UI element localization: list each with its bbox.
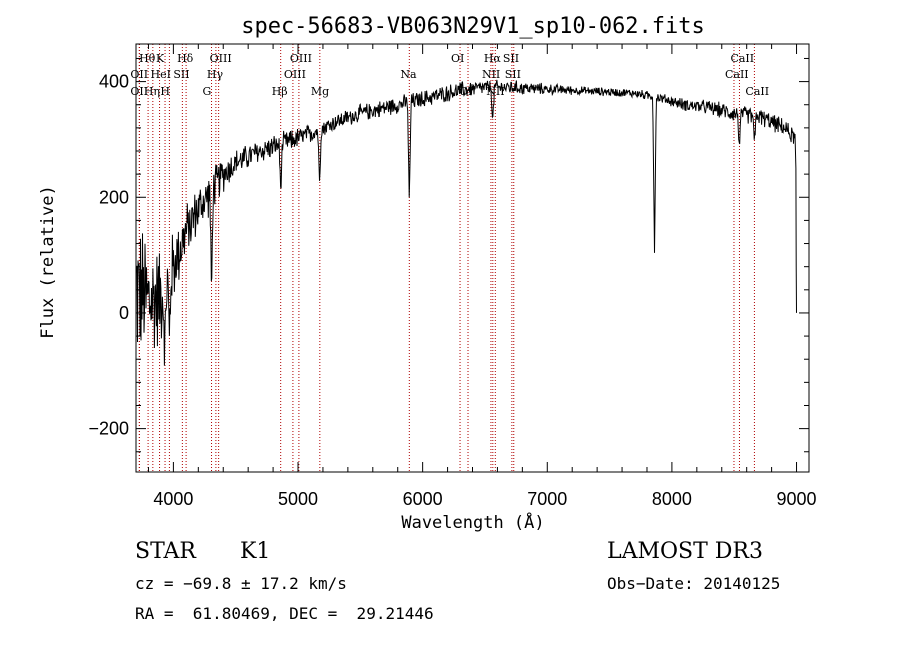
line-label: SII — [505, 68, 521, 81]
line-label: OIII — [290, 52, 312, 65]
coordinates: RA = 61.80469, DEC = 29.21446 — [135, 604, 434, 623]
object-subclass: K1 — [240, 539, 271, 564]
line-label: SII — [503, 52, 519, 65]
line-label: OII — [130, 85, 148, 98]
line-label: H — [160, 85, 170, 98]
x-tick-label: 7000 — [527, 489, 567, 509]
x-tick-label: 5000 — [278, 489, 318, 509]
line-label: OI — [451, 52, 464, 65]
line-label: OIII — [210, 52, 232, 65]
line-label: Hδ — [177, 52, 194, 65]
axis-ticks — [136, 44, 809, 472]
line-label: G — [203, 85, 212, 98]
redshift-text: cz = −69.8 ± 17.2 km/s — [135, 574, 347, 593]
line-label: NII — [482, 68, 500, 81]
line-label: Hη — [144, 85, 160, 98]
chart-title: spec-56683-VB063N29V1_sp10-062.fits — [241, 14, 705, 39]
y-tick-label: 0 — [119, 303, 129, 323]
x-axis-label: Wavelength (Å) — [401, 511, 544, 533]
x-tick-label: 6000 — [403, 489, 443, 509]
line-label: Hθ — [139, 52, 156, 65]
obs-date: Obs−Date: 20140125 — [607, 574, 781, 593]
x-tick-label: 4000 — [153, 489, 193, 509]
x-tick-label: 9000 — [777, 489, 817, 509]
x-tick-label: 8000 — [652, 489, 692, 509]
object-type: STAR — [135, 539, 196, 564]
line-label: Hα — [484, 52, 502, 65]
line-label: K — [156, 52, 165, 65]
line-label: CaII — [745, 85, 769, 98]
survey-name: LAMOST DR3 — [607, 539, 763, 564]
y-tick-label: 200 — [99, 187, 129, 207]
line-label: Hβ — [272, 85, 288, 98]
spectrum-line — [135, 79, 797, 366]
y-tick-label: 400 — [99, 72, 129, 92]
y-axis-label: Flux (relative) — [38, 185, 58, 339]
spectral-line-markers — [138, 44, 755, 472]
plot-frame — [135, 43, 810, 473]
line-label: CaII — [730, 52, 754, 65]
line-label: Na — [400, 68, 417, 81]
line-label: HeI — [151, 68, 171, 81]
line-label: OII — [130, 68, 148, 81]
y-tick-label: −200 — [88, 419, 129, 439]
line-label: OIII — [284, 68, 306, 81]
line-label: Mg — [311, 85, 329, 98]
line-label: Hγ — [207, 68, 224, 81]
line-label: SII — [173, 68, 189, 81]
line-label: CaII — [725, 68, 749, 81]
spectral-line-labels: OIIHθOIIHηHeIKHSIIHδGHγOIIIHβOIIIOIIIMgN… — [130, 52, 769, 98]
axis-tick-labels: 4000 5000 6000 7000 8000 9000 −200 0 200 400 — [88, 72, 816, 509]
